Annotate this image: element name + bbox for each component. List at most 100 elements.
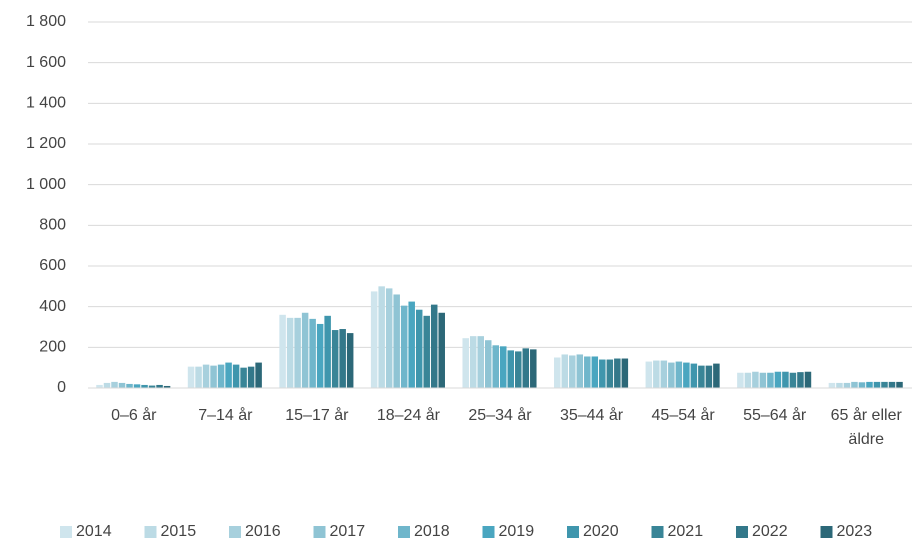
bar: [530, 349, 537, 388]
bar: [286, 317, 294, 388]
bar: [713, 363, 720, 388]
y-tick-label: 600: [39, 257, 66, 274]
bar: [118, 382, 126, 388]
legend-swatch: [820, 526, 833, 538]
bar: [888, 381, 896, 388]
bar: [569, 355, 576, 388]
legend-swatch: [144, 526, 157, 538]
bar: [660, 360, 668, 388]
bar: [339, 329, 346, 388]
bar: [217, 364, 225, 388]
bar: [782, 371, 789, 388]
bar: [668, 362, 675, 388]
y-tick-label: 1 400: [26, 95, 66, 112]
bar: [240, 367, 247, 388]
bar: [881, 381, 888, 388]
legend-label: 2021: [668, 523, 704, 540]
bar: [324, 315, 331, 388]
bar: [430, 304, 438, 388]
bar: [400, 305, 408, 388]
bar: [866, 381, 873, 388]
bar: [103, 382, 111, 388]
bar: [737, 372, 744, 388]
bar: [141, 384, 148, 388]
legend-swatch: [229, 526, 241, 538]
bar: [621, 358, 629, 388]
y-tick-label: 0: [57, 379, 66, 396]
bar: [752, 371, 759, 388]
bar: [797, 372, 804, 388]
x-tick-label: 0–6 år: [111, 407, 157, 424]
bar: [774, 371, 782, 388]
bar: [279, 314, 286, 388]
bar: [301, 312, 309, 388]
bar: [873, 381, 881, 388]
bar: [462, 338, 469, 388]
legend-label: 2019: [499, 523, 535, 540]
x-tick-label: 65 år eller äldre: [830, 407, 902, 448]
legend-swatch: [651, 526, 664, 538]
bar: [255, 362, 262, 388]
bar: [309, 318, 316, 388]
bar: [584, 356, 591, 388]
bar: [645, 361, 653, 388]
x-tick-label: 35–44 år: [559, 407, 624, 424]
bar: [828, 382, 836, 388]
bar: [836, 382, 843, 388]
y-tick-label: 1 000: [26, 176, 66, 193]
bar: [698, 365, 705, 388]
x-tick-label: 25–34 år: [468, 407, 532, 424]
bar: [515, 351, 522, 388]
bar: [126, 383, 133, 388]
bar: [492, 345, 499, 388]
legend-label: 2020: [583, 523, 619, 540]
bar: [294, 317, 301, 388]
bar: [346, 333, 354, 388]
bar: [331, 330, 339, 388]
bar: [316, 323, 324, 388]
bar: [423, 315, 430, 388]
x-tick-label: 7–14 år: [198, 407, 253, 424]
bar: [744, 372, 752, 388]
bar: [576, 354, 584, 388]
bar: [500, 346, 507, 388]
bar: [469, 336, 477, 388]
bar: [187, 366, 195, 388]
bar: [675, 361, 683, 388]
y-tick-label: 1 600: [26, 54, 66, 71]
legend-swatch: [736, 526, 748, 538]
bar: [378, 286, 385, 388]
legend-swatch: [313, 526, 326, 538]
bar: [408, 301, 415, 388]
bar: [148, 385, 156, 388]
bar: [759, 372, 767, 388]
bar: [591, 356, 599, 388]
bar: [522, 348, 530, 388]
bar: [232, 364, 240, 388]
legend-swatch: [398, 526, 410, 538]
y-tick-label: 1 200: [26, 135, 66, 152]
y-tick-label: 400: [39, 298, 66, 315]
legend-label: 2016: [245, 523, 281, 540]
bar: [202, 364, 210, 388]
legend-swatch: [567, 526, 579, 538]
bar: [804, 371, 812, 388]
bar: [415, 309, 423, 388]
bar: [614, 358, 621, 388]
bar: [767, 372, 774, 388]
legend-label: 2023: [837, 523, 873, 540]
x-tick-label: 18–24 år: [376, 407, 441, 424]
legend-label: 2018: [414, 523, 450, 540]
y-tick-label: 1 800: [26, 13, 66, 30]
bar: [606, 359, 614, 388]
y-tick-label: 200: [39, 339, 66, 356]
x-tick-label: 15–17 år: [285, 407, 349, 424]
bar: [507, 350, 515, 388]
bar: [599, 359, 606, 388]
legend-label: 2015: [161, 523, 197, 540]
bar: [96, 384, 103, 388]
legend-label: 2022: [752, 523, 788, 540]
legend-swatch: [60, 526, 72, 538]
